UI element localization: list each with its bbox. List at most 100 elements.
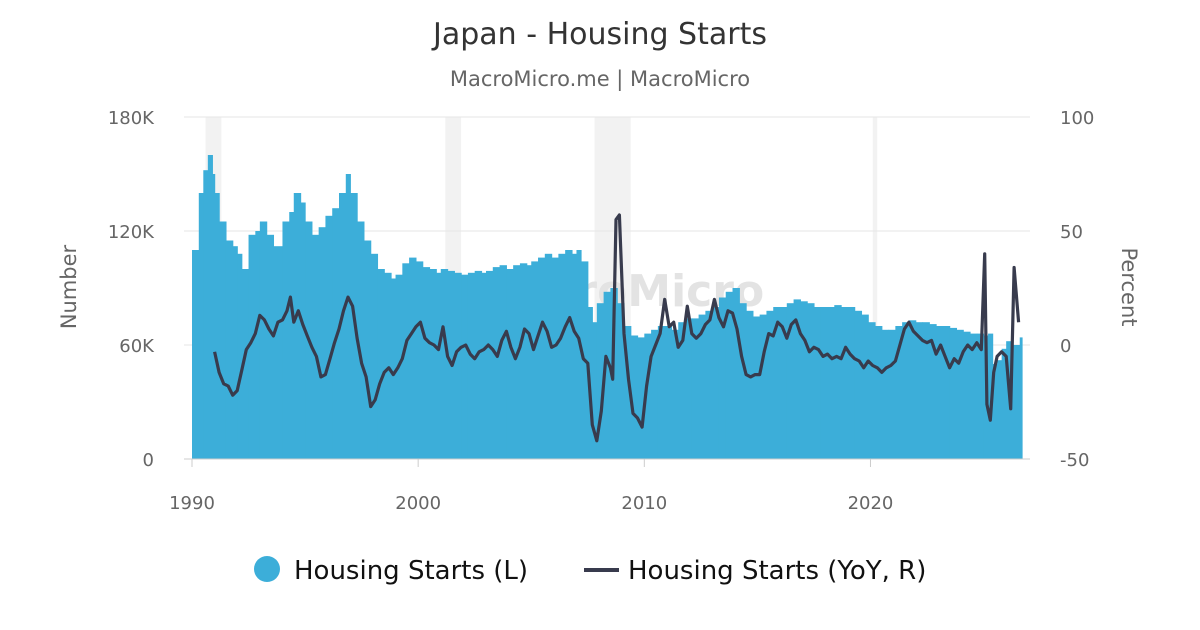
bar <box>752 316 761 459</box>
bar <box>1019 337 1023 459</box>
bar <box>391 278 397 459</box>
y-right-axis-title: Percent <box>1117 247 1141 326</box>
bar <box>732 288 740 459</box>
y-left-ticks: 0 60K 120K 180K <box>108 108 155 471</box>
legend-item-bars[interactable]: Housing Starts (L) <box>254 556 528 586</box>
bar <box>834 305 842 459</box>
line-series <box>213 213 1021 443</box>
legend-swatch-bars <box>254 556 280 582</box>
bar <box>773 307 781 459</box>
legend-label-line: Housing Starts (YoY, R) <box>628 556 926 586</box>
bar <box>617 303 625 459</box>
bar <box>881 329 890 459</box>
bar <box>691 318 700 459</box>
bar <box>325 215 333 459</box>
bar <box>929 324 937 459</box>
bar <box>992 364 998 459</box>
bar <box>739 303 747 459</box>
bar <box>664 326 673 459</box>
bar <box>874 326 883 459</box>
bar <box>293 193 302 459</box>
y-left-tick-label: 120K <box>108 222 155 243</box>
bar <box>266 234 275 459</box>
bar <box>630 335 639 459</box>
bar <box>538 257 546 459</box>
bar <box>712 307 720 459</box>
bar <box>214 193 220 459</box>
chart-subtitle: MacroMicro.me | MacroMicro <box>450 67 750 92</box>
bar <box>440 269 449 459</box>
bar <box>718 297 727 459</box>
y-left-tick-label: 0 <box>143 450 154 471</box>
bar <box>942 326 951 459</box>
bar <box>603 291 611 459</box>
bar <box>203 170 209 459</box>
x-axis-ticks: 1990 2000 2010 2020 <box>169 459 893 514</box>
bar <box>422 267 431 459</box>
bar <box>780 307 788 459</box>
bar <box>807 303 815 459</box>
bar <box>311 234 320 459</box>
bar <box>551 257 559 459</box>
y-right-tick-label: 0 <box>1060 336 1071 357</box>
chart-title: Japan - Housing Starts <box>431 17 767 52</box>
bar <box>908 320 917 459</box>
bar <box>623 326 632 459</box>
legend-label-bars: Housing Starts (L) <box>294 556 528 586</box>
bar <box>1001 348 1007 459</box>
x-tick-label: 2010 <box>621 493 667 514</box>
bar <box>436 272 442 459</box>
y-left-tick-label: 180K <box>108 108 155 129</box>
y-left-axis-title: Number <box>57 244 81 329</box>
bar <box>409 257 417 459</box>
bar <box>895 326 903 459</box>
bar <box>685 318 693 459</box>
bar <box>949 327 958 459</box>
bar <box>363 240 372 459</box>
bar <box>289 212 295 459</box>
bar <box>637 337 645 459</box>
x-tick-label: 1990 <box>169 493 215 514</box>
bar <box>644 333 652 459</box>
legend: Housing Starts (L) Housing Starts (YoY, … <box>254 556 926 586</box>
bar <box>282 221 290 459</box>
bar <box>861 314 869 459</box>
bar <box>786 303 795 459</box>
bar <box>219 221 227 459</box>
bar <box>506 269 514 459</box>
bar <box>300 202 306 459</box>
y-right-tick-label: 50 <box>1060 222 1083 243</box>
bar <box>255 231 261 459</box>
bar <box>461 274 469 459</box>
bar <box>841 307 849 459</box>
bar <box>571 253 578 459</box>
y-right-tick-label: 100 <box>1060 108 1094 129</box>
bar <box>232 246 238 459</box>
bar <box>531 261 539 459</box>
bar <box>725 291 734 459</box>
bar <box>241 269 250 459</box>
bar <box>902 322 910 459</box>
y-right-ticks: -50 0 50 100 <box>1060 108 1094 471</box>
bar <box>558 253 566 459</box>
bar <box>198 193 204 459</box>
bar <box>705 310 713 459</box>
bar <box>192 250 200 459</box>
bar <box>259 221 268 459</box>
bar <box>847 307 856 459</box>
bar <box>492 267 501 459</box>
bar <box>565 250 573 459</box>
bar <box>969 333 978 459</box>
bar <box>345 174 351 459</box>
bar <box>671 329 679 459</box>
legend-item-line[interactable]: Housing Starts (YoY, R) <box>584 556 926 586</box>
bar <box>888 329 896 459</box>
bar <box>854 310 863 459</box>
bar <box>526 265 532 459</box>
bar <box>481 272 487 459</box>
bar <box>273 246 284 459</box>
bar <box>212 174 216 459</box>
bar <box>793 299 801 459</box>
bar <box>248 234 256 459</box>
